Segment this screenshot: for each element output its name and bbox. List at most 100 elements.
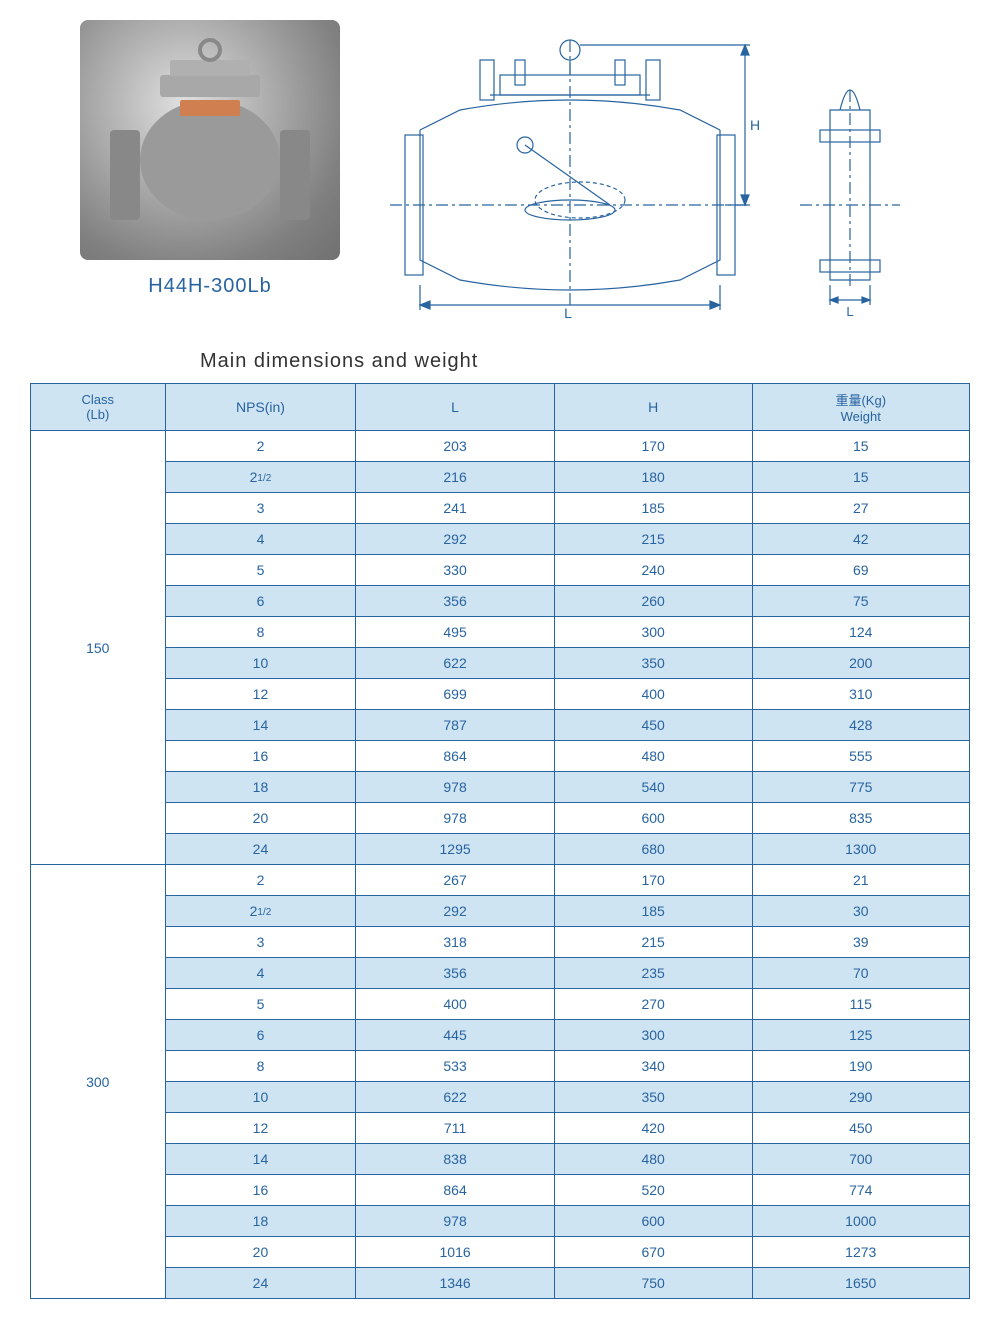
data-cell: 300 — [554, 1020, 752, 1051]
table-row: 2413467501650 — [31, 1268, 970, 1299]
data-cell: 6 — [165, 1020, 356, 1051]
dim-L-label: L — [564, 305, 572, 320]
data-cell: 555 — [752, 741, 969, 772]
data-cell: 42 — [752, 524, 969, 555]
data-cell: 310 — [752, 679, 969, 710]
table-row: 2412956801300 — [31, 834, 970, 865]
data-cell: 420 — [554, 1113, 752, 1144]
data-cell: 6 — [165, 586, 356, 617]
data-cell: 260 — [554, 586, 752, 617]
data-cell: 16 — [165, 1175, 356, 1206]
data-cell: 75 — [752, 586, 969, 617]
table-row: 21/221618015 — [31, 462, 970, 493]
table-row: 18978540775 — [31, 772, 970, 803]
data-cell: 2 — [165, 865, 356, 896]
data-cell: 356 — [356, 586, 554, 617]
data-cell: 270 — [554, 989, 752, 1020]
table-row: 150220317015 — [31, 431, 970, 462]
data-cell: 350 — [554, 1082, 752, 1113]
data-cell: 750 — [554, 1268, 752, 1299]
data-cell: 27 — [752, 493, 969, 524]
data-cell: 428 — [752, 710, 969, 741]
col-nps: NPS(in) — [165, 384, 356, 431]
data-cell: 10 — [165, 648, 356, 679]
product-photo — [80, 20, 340, 260]
data-cell: 622 — [356, 1082, 554, 1113]
data-cell: 216 — [356, 462, 554, 493]
diagram-block: L H L — [380, 20, 910, 320]
data-cell: 3 — [165, 927, 356, 958]
data-cell: 340 — [554, 1051, 752, 1082]
data-cell: 670 — [554, 1237, 752, 1268]
dim-L2-label: L — [846, 304, 853, 319]
col-H: H — [554, 384, 752, 431]
data-cell: 292 — [356, 896, 554, 927]
table-row: 2010166701273 — [31, 1237, 970, 1268]
data-cell: 15 — [752, 431, 969, 462]
table-row: 435623570 — [31, 958, 970, 989]
data-cell: 1000 — [752, 1206, 969, 1237]
product-label: H44H-300Lb — [148, 275, 271, 298]
data-cell: 600 — [554, 1206, 752, 1237]
table-header-row: Class (Lb) NPS(in) L H 重量(Kg) Weight — [31, 384, 970, 431]
table-row: 10622350290 — [31, 1082, 970, 1113]
table-row: 12711420450 — [31, 1113, 970, 1144]
data-cell: 4 — [165, 958, 356, 989]
data-cell: 864 — [356, 1175, 554, 1206]
table-row: 6445300125 — [31, 1020, 970, 1051]
data-cell: 540 — [554, 772, 752, 803]
data-cell: 978 — [356, 1206, 554, 1237]
table-row: 429221542 — [31, 524, 970, 555]
data-cell: 5 — [165, 555, 356, 586]
data-cell: 18 — [165, 1206, 356, 1237]
data-cell: 70 — [752, 958, 969, 989]
data-cell: 235 — [554, 958, 752, 989]
data-cell: 241 — [356, 493, 554, 524]
data-cell: 20 — [165, 1237, 356, 1268]
table-row: 300226717021 — [31, 865, 970, 896]
table-row: 16864480555 — [31, 741, 970, 772]
data-cell: 700 — [752, 1144, 969, 1175]
data-cell: 14 — [165, 1144, 356, 1175]
table-row: 21/229218530 — [31, 896, 970, 927]
data-cell: 356 — [356, 958, 554, 989]
data-cell: 39 — [752, 927, 969, 958]
table-row: 14838480700 — [31, 1144, 970, 1175]
data-cell: 699 — [356, 679, 554, 710]
table-row: 14787450428 — [31, 710, 970, 741]
data-cell: 480 — [554, 741, 752, 772]
data-cell: 775 — [752, 772, 969, 803]
data-cell: 400 — [356, 989, 554, 1020]
data-cell: 1300 — [752, 834, 969, 865]
data-cell: 622 — [356, 648, 554, 679]
data-cell: 24 — [165, 1268, 356, 1299]
table-row: 16864520774 — [31, 1175, 970, 1206]
data-cell: 20 — [165, 803, 356, 834]
data-cell: 15 — [752, 462, 969, 493]
data-cell: 835 — [752, 803, 969, 834]
data-cell: 115 — [752, 989, 969, 1020]
diagram-side: L — [790, 30, 910, 320]
data-cell: 5 — [165, 989, 356, 1020]
table-row: 10622350200 — [31, 648, 970, 679]
data-cell: 450 — [554, 710, 752, 741]
data-cell: 21/2 — [165, 462, 356, 493]
data-cell: 1273 — [752, 1237, 969, 1268]
data-cell: 30 — [752, 896, 969, 927]
data-cell: 170 — [554, 431, 752, 462]
table-row: 331821539 — [31, 927, 970, 958]
diagram-front: L H — [380, 30, 760, 320]
product-block: H44H-300Lb — [80, 20, 340, 298]
data-cell: 1295 — [356, 834, 554, 865]
data-cell: 185 — [554, 493, 752, 524]
data-cell: 215 — [554, 927, 752, 958]
col-weight: 重量(Kg) Weight — [752, 384, 969, 431]
table-row: 5400270115 — [31, 989, 970, 1020]
data-cell: 445 — [356, 1020, 554, 1051]
table-row: 324118527 — [31, 493, 970, 524]
col-L: L — [356, 384, 554, 431]
data-cell: 215 — [554, 524, 752, 555]
dimensions-table: Class (Lb) NPS(in) L H 重量(Kg) Weight 150… — [30, 383, 970, 1299]
data-cell: 787 — [356, 710, 554, 741]
data-cell: 16 — [165, 741, 356, 772]
